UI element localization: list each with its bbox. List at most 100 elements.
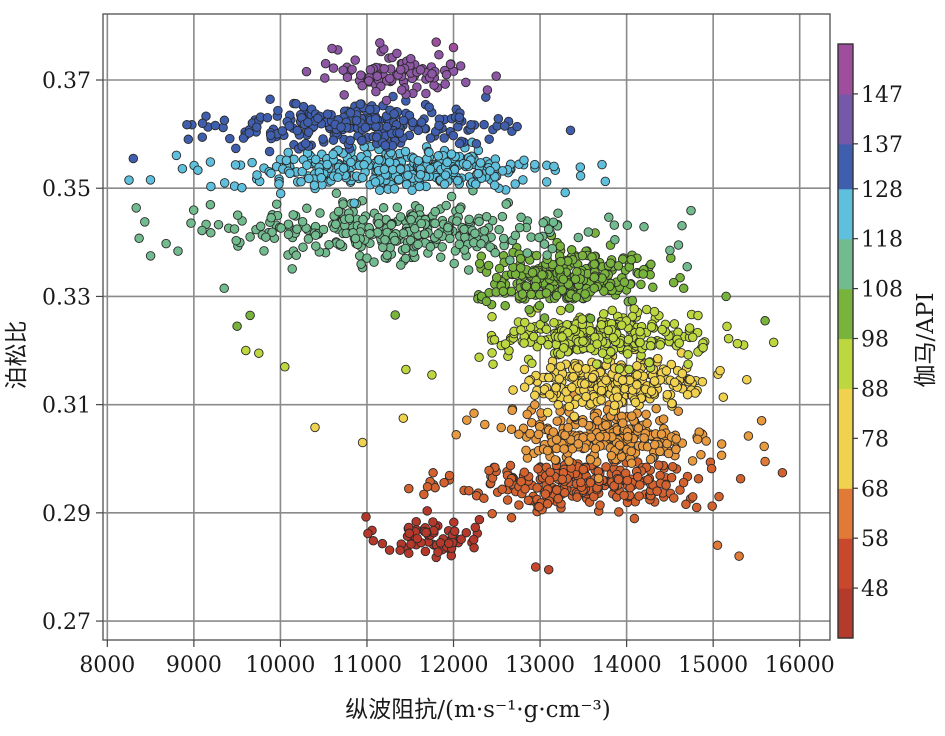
data-point <box>589 283 599 293</box>
colorbar-tick-label: 108 <box>861 278 903 303</box>
data-point <box>403 170 413 181</box>
data-point <box>456 534 466 544</box>
data-point <box>205 199 216 210</box>
data-point <box>563 422 573 433</box>
data-point <box>183 134 194 145</box>
data-point <box>684 323 695 333</box>
data-point <box>452 216 462 226</box>
data-point <box>601 462 611 472</box>
data-point <box>564 303 575 313</box>
data-point <box>526 232 536 242</box>
data-point <box>415 169 426 180</box>
data-point <box>543 564 554 575</box>
data-point <box>735 474 746 484</box>
data-point <box>693 474 704 484</box>
data-point <box>206 228 216 238</box>
data-point <box>364 76 374 86</box>
y-tick-label: 0.33 <box>42 285 91 310</box>
data-point <box>551 383 561 393</box>
data-point <box>213 219 224 230</box>
data-point <box>339 90 349 100</box>
data-point <box>539 313 550 323</box>
data-point <box>607 305 617 316</box>
data-point <box>407 117 418 128</box>
data-point <box>355 70 366 80</box>
data-point <box>541 177 552 187</box>
data-point <box>578 464 589 475</box>
data-point <box>462 415 472 425</box>
data-point <box>358 214 368 225</box>
data-point <box>443 222 453 233</box>
data-point <box>527 358 537 369</box>
data-point <box>519 338 529 348</box>
data-point <box>356 259 366 269</box>
data-point <box>431 37 441 47</box>
colorbar-tick-label: 118 <box>861 228 903 253</box>
data-point <box>545 389 555 400</box>
data-point <box>586 432 596 442</box>
data-point <box>646 322 657 332</box>
data-point <box>433 151 444 161</box>
data-point <box>379 64 389 74</box>
data-point <box>536 335 546 345</box>
data-point <box>357 437 368 448</box>
data-point <box>635 326 645 337</box>
data-point <box>390 310 400 320</box>
data-point <box>535 319 545 330</box>
data-point <box>262 112 273 123</box>
data-point <box>448 130 459 141</box>
data-point <box>534 232 544 243</box>
data-point <box>585 313 596 324</box>
data-point <box>197 132 208 142</box>
data-point <box>131 203 141 213</box>
data-point <box>760 316 770 326</box>
data-point <box>277 126 288 136</box>
data-point <box>455 204 465 214</box>
colorbar-tick-label: 128 <box>861 178 903 203</box>
data-point <box>519 155 529 165</box>
x-tick-label: 16000 <box>765 653 835 678</box>
data-point <box>430 206 440 217</box>
data-point <box>449 526 460 536</box>
data-point <box>491 272 502 283</box>
data-point <box>365 229 375 239</box>
data-point <box>742 374 752 385</box>
data-point <box>349 198 359 208</box>
data-point <box>526 417 537 428</box>
data-point <box>516 325 526 335</box>
data-point <box>471 139 482 149</box>
data-point <box>406 215 416 225</box>
colorbar-band <box>838 388 853 439</box>
data-point <box>424 147 434 158</box>
data-point <box>333 206 344 217</box>
data-point <box>639 433 649 443</box>
data-point <box>134 233 144 244</box>
data-point <box>690 388 700 398</box>
data-point <box>706 463 717 474</box>
data-point <box>287 264 297 274</box>
data-point <box>598 309 609 319</box>
data-point <box>395 164 406 174</box>
data-point <box>483 260 494 271</box>
data-point <box>476 239 486 249</box>
data-point <box>259 246 269 256</box>
data-point <box>589 272 600 283</box>
data-point <box>446 149 457 159</box>
data-point <box>612 392 623 402</box>
data-point <box>370 114 381 124</box>
data-point <box>669 493 679 503</box>
data-point <box>580 289 590 299</box>
data-point <box>375 38 385 48</box>
data-point <box>355 99 366 109</box>
data-point <box>433 229 443 239</box>
data-point <box>442 157 452 168</box>
data-point <box>552 416 562 426</box>
data-point <box>630 397 641 408</box>
data-point <box>530 390 540 401</box>
x-tick-label: 15000 <box>678 653 748 678</box>
data-point <box>541 288 552 298</box>
data-point <box>585 325 595 336</box>
data-point <box>564 401 575 412</box>
data-point <box>365 104 375 115</box>
data-point <box>422 482 433 492</box>
